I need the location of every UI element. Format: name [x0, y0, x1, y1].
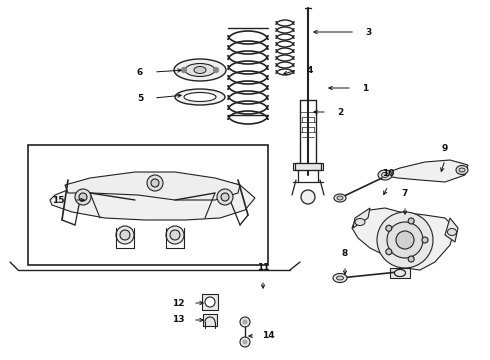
- Text: 12: 12: [172, 298, 184, 307]
- Circle shape: [166, 226, 184, 244]
- Ellipse shape: [174, 59, 226, 81]
- Text: 13: 13: [172, 315, 184, 324]
- Polygon shape: [203, 314, 217, 326]
- Text: 5: 5: [137, 94, 143, 103]
- Ellipse shape: [394, 270, 406, 276]
- Text: 15: 15: [52, 195, 64, 204]
- Circle shape: [79, 193, 87, 201]
- Polygon shape: [380, 160, 468, 182]
- Ellipse shape: [394, 270, 406, 276]
- Text: 14: 14: [262, 332, 274, 341]
- Circle shape: [240, 337, 250, 347]
- Circle shape: [386, 249, 392, 255]
- Text: 7: 7: [402, 189, 408, 198]
- Text: 10: 10: [382, 168, 394, 177]
- Text: 6: 6: [137, 68, 143, 77]
- Text: 8: 8: [342, 248, 348, 257]
- Text: 4: 4: [307, 66, 313, 75]
- Circle shape: [116, 226, 134, 244]
- Ellipse shape: [333, 274, 347, 283]
- Text: 9: 9: [442, 144, 448, 153]
- Circle shape: [301, 190, 315, 204]
- Polygon shape: [50, 175, 255, 220]
- Ellipse shape: [194, 67, 206, 73]
- Polygon shape: [65, 172, 240, 200]
- Circle shape: [422, 237, 428, 243]
- Polygon shape: [353, 208, 370, 228]
- Circle shape: [243, 340, 247, 344]
- Ellipse shape: [337, 276, 343, 280]
- Circle shape: [181, 67, 187, 73]
- Circle shape: [408, 218, 414, 224]
- Text: 1: 1: [362, 84, 368, 93]
- Polygon shape: [202, 294, 218, 310]
- Circle shape: [170, 230, 180, 240]
- Circle shape: [120, 230, 130, 240]
- Text: 11: 11: [257, 264, 269, 273]
- Circle shape: [408, 256, 414, 262]
- Circle shape: [221, 193, 229, 201]
- Text: 3: 3: [365, 27, 371, 36]
- Polygon shape: [293, 163, 323, 170]
- Ellipse shape: [456, 166, 468, 175]
- Text: 2: 2: [337, 108, 343, 117]
- Circle shape: [396, 231, 414, 249]
- Circle shape: [75, 189, 91, 205]
- Bar: [28, 145, 268, 265]
- Ellipse shape: [378, 170, 392, 180]
- Polygon shape: [445, 218, 458, 242]
- Polygon shape: [390, 268, 410, 278]
- Circle shape: [243, 320, 247, 324]
- Polygon shape: [352, 208, 455, 270]
- Ellipse shape: [334, 194, 346, 202]
- Circle shape: [386, 225, 392, 231]
- Ellipse shape: [447, 229, 457, 235]
- Circle shape: [240, 317, 250, 327]
- Ellipse shape: [184, 93, 216, 102]
- Ellipse shape: [175, 89, 225, 105]
- Ellipse shape: [382, 172, 389, 177]
- Circle shape: [387, 222, 423, 258]
- Ellipse shape: [355, 219, 365, 225]
- Ellipse shape: [337, 196, 343, 200]
- Ellipse shape: [185, 63, 215, 77]
- Circle shape: [147, 175, 163, 191]
- Circle shape: [377, 212, 433, 268]
- Circle shape: [217, 189, 233, 205]
- Circle shape: [213, 67, 219, 73]
- Circle shape: [205, 297, 215, 307]
- Ellipse shape: [459, 168, 465, 172]
- Circle shape: [151, 179, 159, 187]
